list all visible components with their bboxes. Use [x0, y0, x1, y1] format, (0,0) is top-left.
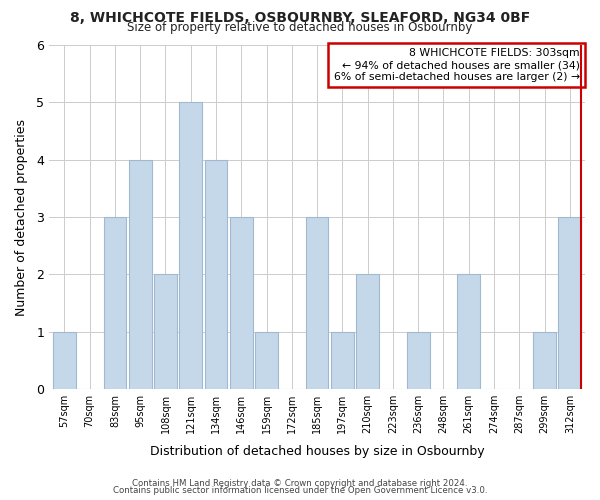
Bar: [205, 160, 227, 389]
Bar: [559, 217, 581, 389]
Y-axis label: Number of detached properties: Number of detached properties: [15, 118, 28, 316]
Bar: [104, 217, 126, 389]
Bar: [306, 217, 328, 389]
Bar: [533, 332, 556, 389]
Bar: [356, 274, 379, 389]
Text: 8 WHICHCOTE FIELDS: 303sqm
← 94% of detached houses are smaller (34)
6% of semi-: 8 WHICHCOTE FIELDS: 303sqm ← 94% of deta…: [334, 48, 580, 82]
Bar: [255, 332, 278, 389]
Bar: [457, 274, 480, 389]
Text: Contains public sector information licensed under the Open Government Licence v3: Contains public sector information licen…: [113, 486, 487, 495]
Bar: [53, 332, 76, 389]
Bar: [230, 217, 253, 389]
Bar: [179, 102, 202, 389]
Bar: [331, 332, 354, 389]
X-axis label: Distribution of detached houses by size in Osbournby: Distribution of detached houses by size …: [150, 444, 484, 458]
Text: 8, WHICHCOTE FIELDS, OSBOURNBY, SLEAFORD, NG34 0BF: 8, WHICHCOTE FIELDS, OSBOURNBY, SLEAFORD…: [70, 11, 530, 25]
Bar: [129, 160, 152, 389]
Bar: [154, 274, 177, 389]
Text: Size of property relative to detached houses in Osbournby: Size of property relative to detached ho…: [127, 22, 473, 35]
Text: Contains HM Land Registry data © Crown copyright and database right 2024.: Contains HM Land Registry data © Crown c…: [132, 478, 468, 488]
Bar: [407, 332, 430, 389]
